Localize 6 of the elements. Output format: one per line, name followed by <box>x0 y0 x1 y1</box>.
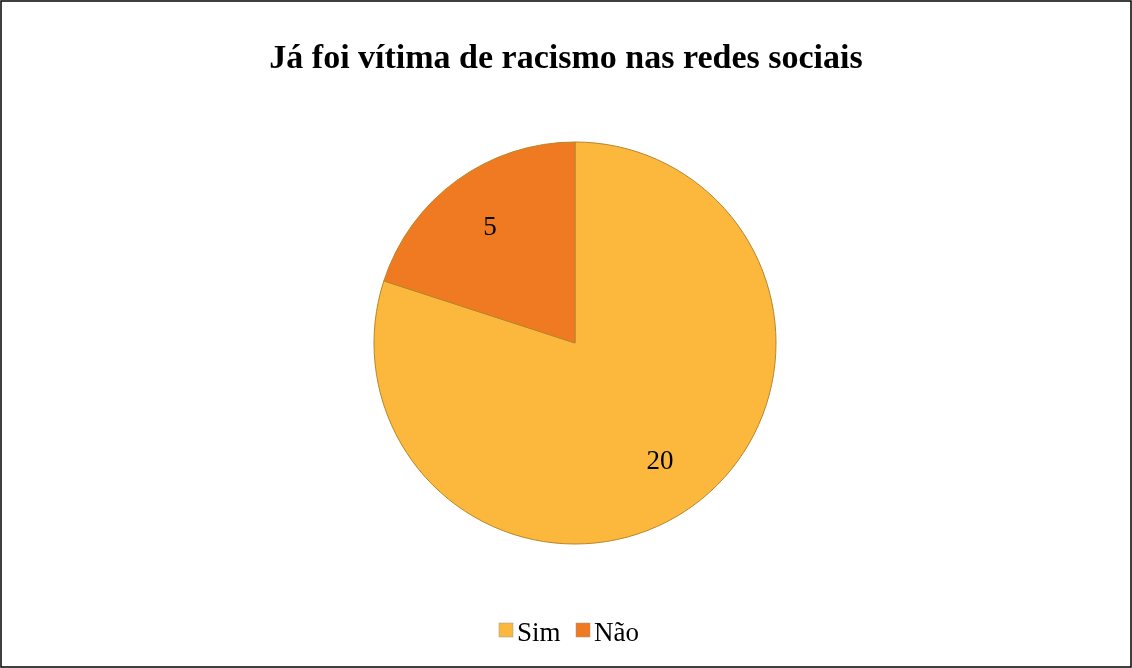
chart-title: Já foi vítima de racismo nas redes sociais <box>269 38 863 75</box>
data-label: 20 <box>646 445 674 476</box>
pie-slice <box>373 141 777 545</box>
legend-label: Sim <box>517 617 561 647</box>
data-label: 5 <box>483 210 497 241</box>
legend-label: Não <box>594 617 639 647</box>
